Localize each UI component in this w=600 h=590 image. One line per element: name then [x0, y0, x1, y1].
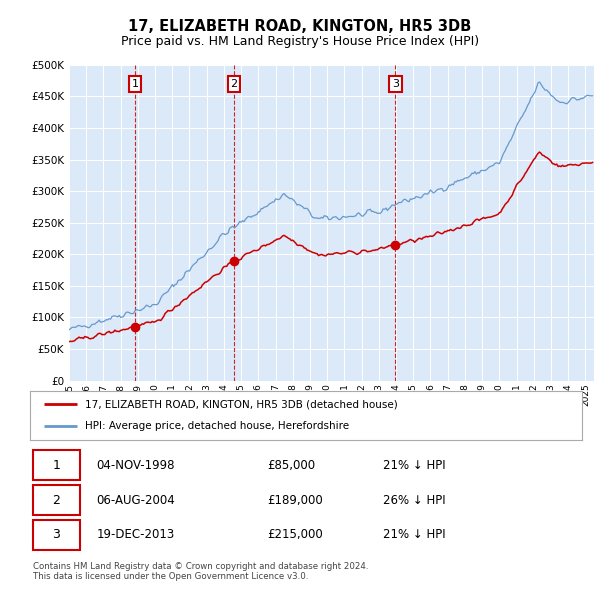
Text: 17, ELIZABETH ROAD, KINGTON, HR5 3DB: 17, ELIZABETH ROAD, KINGTON, HR5 3DB — [128, 19, 472, 34]
Text: Price paid vs. HM Land Registry's House Price Index (HPI): Price paid vs. HM Land Registry's House … — [121, 35, 479, 48]
Text: 3: 3 — [392, 79, 399, 89]
FancyBboxPatch shape — [33, 450, 80, 480]
Text: 21% ↓ HPI: 21% ↓ HPI — [383, 529, 446, 542]
Text: 1: 1 — [131, 79, 139, 89]
Text: 06-AUG-2004: 06-AUG-2004 — [96, 493, 175, 507]
Text: 21% ↓ HPI: 21% ↓ HPI — [383, 458, 446, 471]
Text: 19-DEC-2013: 19-DEC-2013 — [96, 529, 175, 542]
Text: HPI: Average price, detached house, Herefordshire: HPI: Average price, detached house, Here… — [85, 421, 349, 431]
Text: 1: 1 — [53, 458, 61, 471]
FancyBboxPatch shape — [33, 485, 80, 515]
Text: 26% ↓ HPI: 26% ↓ HPI — [383, 493, 446, 507]
Text: £85,000: £85,000 — [268, 458, 316, 471]
Text: £215,000: £215,000 — [268, 529, 323, 542]
Text: 2: 2 — [53, 493, 61, 507]
Text: £189,000: £189,000 — [268, 493, 323, 507]
Text: 3: 3 — [53, 529, 61, 542]
Text: 2: 2 — [230, 79, 238, 89]
Text: 04-NOV-1998: 04-NOV-1998 — [96, 458, 175, 471]
FancyBboxPatch shape — [33, 520, 80, 550]
Text: Contains HM Land Registry data © Crown copyright and database right 2024.
This d: Contains HM Land Registry data © Crown c… — [33, 562, 368, 581]
Text: 17, ELIZABETH ROAD, KINGTON, HR5 3DB (detached house): 17, ELIZABETH ROAD, KINGTON, HR5 3DB (de… — [85, 399, 398, 409]
